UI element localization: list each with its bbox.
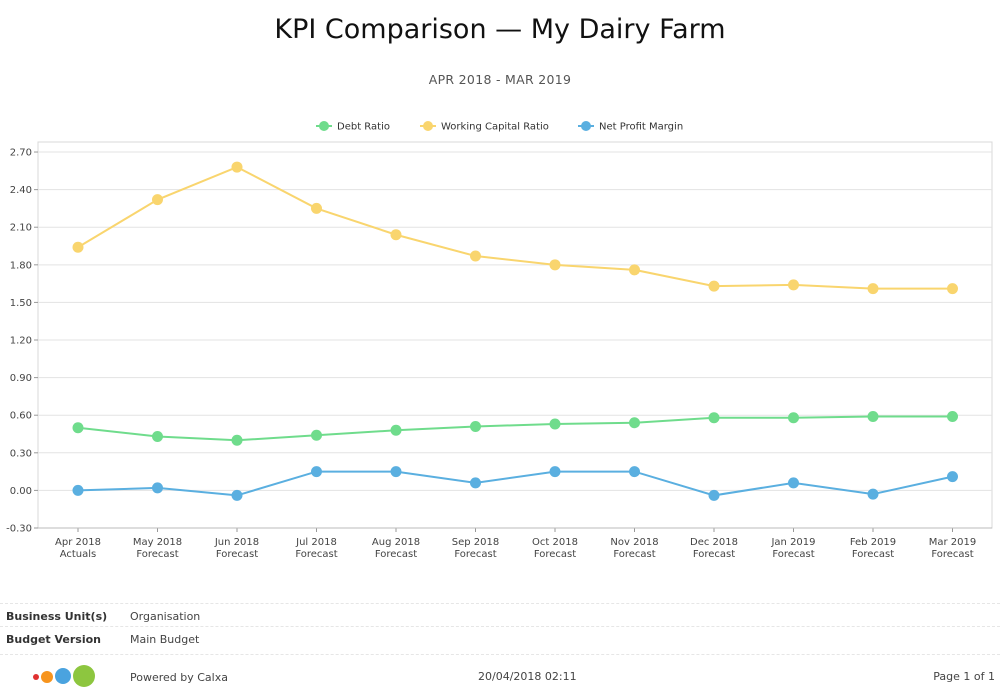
- data-point[interactable]: [629, 417, 640, 429]
- data-point[interactable]: [231, 161, 243, 173]
- x-tick-label: Dec 2018 Forecast: [690, 537, 738, 560]
- legend-item[interactable]: Debt Ratio: [316, 121, 390, 133]
- data-point[interactable]: [788, 477, 799, 489]
- data-point[interactable]: [72, 241, 84, 253]
- x-tick-label: Oct 2018 Forecast: [532, 537, 578, 560]
- budget-version-row: Budget Version Main Budget: [0, 626, 1000, 649]
- legend-label: Net Profit Margin: [599, 122, 683, 133]
- x-tick-label: Apr 2018 Actuals: [55, 537, 101, 560]
- series-net-profit-margin: [72, 466, 958, 501]
- data-point[interactable]: [867, 410, 879, 422]
- y-tick-label: 0.60: [10, 411, 32, 422]
- data-point[interactable]: [311, 202, 322, 214]
- page-subtitle: APR 2018 - MAR 2019: [428, 72, 572, 87]
- series-debt-ratio: [72, 410, 958, 446]
- data-point[interactable]: [629, 264, 640, 276]
- legend-item[interactable]: Working Capital Ratio: [420, 121, 549, 133]
- data-point[interactable]: [708, 412, 720, 424]
- calxa-logo-icon: [30, 665, 100, 689]
- legend-label: Debt Ratio: [337, 122, 390, 133]
- y-tick-label: 2.10: [10, 223, 32, 234]
- data-point[interactable]: [549, 418, 561, 430]
- data-point[interactable]: [549, 466, 561, 478]
- data-point[interactable]: [152, 194, 163, 206]
- series-working-capital-ratio: [72, 161, 958, 295]
- data-point[interactable]: [390, 424, 402, 436]
- y-tick-label: 1.80: [10, 260, 32, 271]
- x-tick-label: Feb 2019 Forecast: [850, 537, 896, 560]
- data-point[interactable]: [311, 429, 322, 441]
- x-tick-label: Jan 2019 Forecast: [770, 537, 815, 560]
- data-point[interactable]: [867, 488, 879, 500]
- series-line: [77, 415, 953, 442]
- x-tick-label: Nov 2018 Forecast: [610, 537, 658, 560]
- legend-marker: [581, 121, 591, 131]
- budget-version-value: Main Budget: [130, 633, 200, 646]
- data-point[interactable]: [470, 250, 481, 262]
- business-unit-row: Business Unit(s) Organisation: [0, 603, 1000, 626]
- data-point[interactable]: [788, 279, 799, 291]
- x-tick-label: Jun 2018 Forecast: [214, 537, 259, 560]
- data-point[interactable]: [152, 482, 163, 494]
- x-tick-label: Aug 2018 Forecast: [372, 537, 420, 560]
- legend-marker: [423, 121, 433, 131]
- y-tick-label: 1.20: [10, 336, 32, 347]
- data-point[interactable]: [629, 466, 640, 478]
- y-tick-label: 0.30: [10, 448, 32, 459]
- report-footer: Powered by Calxa 20/04/2018 02:11 Page 1…: [0, 654, 1000, 687]
- data-point[interactable]: [72, 422, 84, 434]
- data-point[interactable]: [708, 280, 720, 292]
- y-tick-label: 1.50: [10, 298, 32, 309]
- y-tick-label: 2.70: [10, 148, 32, 159]
- data-point[interactable]: [390, 229, 402, 241]
- data-point[interactable]: [231, 489, 243, 501]
- data-point[interactable]: [549, 259, 561, 271]
- x-tick-label: Mar 2019 Forecast: [929, 537, 977, 560]
- data-point[interactable]: [470, 477, 481, 489]
- series-line: [77, 165, 953, 290]
- powered-by-text: Powered by Calxa: [130, 671, 228, 684]
- data-point[interactable]: [311, 466, 322, 478]
- page-number: Page 1 of 1: [933, 670, 995, 683]
- data-point[interactable]: [231, 434, 243, 446]
- y-tick-label: 0.00: [10, 486, 32, 497]
- budget-version-label: Budget Version: [6, 633, 102, 646]
- y-tick-label: 0.90: [10, 373, 32, 384]
- x-tick-label: Jul 2018 Forecast: [295, 537, 338, 560]
- page-title: KPI Comparison — My Dairy Farm: [274, 14, 726, 45]
- data-point[interactable]: [867, 283, 879, 295]
- data-point[interactable]: [788, 412, 799, 424]
- data-point[interactable]: [470, 420, 481, 432]
- legend-label: Working Capital Ratio: [441, 122, 549, 133]
- legend-item[interactable]: Net Profit Margin: [578, 121, 683, 133]
- business-unit-label: Business Unit(s): [6, 610, 108, 623]
- y-tick-label: 2.40: [10, 185, 32, 196]
- x-tick-label: May 2018 Forecast: [133, 537, 182, 560]
- x-tick-label: Sep 2018 Forecast: [452, 537, 499, 560]
- data-point[interactable]: [72, 484, 84, 496]
- data-point[interactable]: [390, 466, 402, 478]
- data-point[interactable]: [947, 410, 958, 422]
- legend-marker: [319, 121, 329, 131]
- y-tick-label: -0.30: [6, 524, 32, 535]
- data-point[interactable]: [152, 431, 163, 443]
- data-point[interactable]: [708, 489, 720, 501]
- business-unit-value: Organisation: [130, 610, 201, 623]
- report-timestamp: 20/04/2018 02:11: [478, 670, 577, 683]
- data-point[interactable]: [947, 283, 958, 295]
- kpi-line-chart: -0.30 0.00 0.30 0.60 0.90 1.20 1.50 1.80 2.10 2.4…: [6, 121, 993, 560]
- data-point[interactable]: [947, 471, 958, 483]
- series-line: [77, 470, 953, 497]
